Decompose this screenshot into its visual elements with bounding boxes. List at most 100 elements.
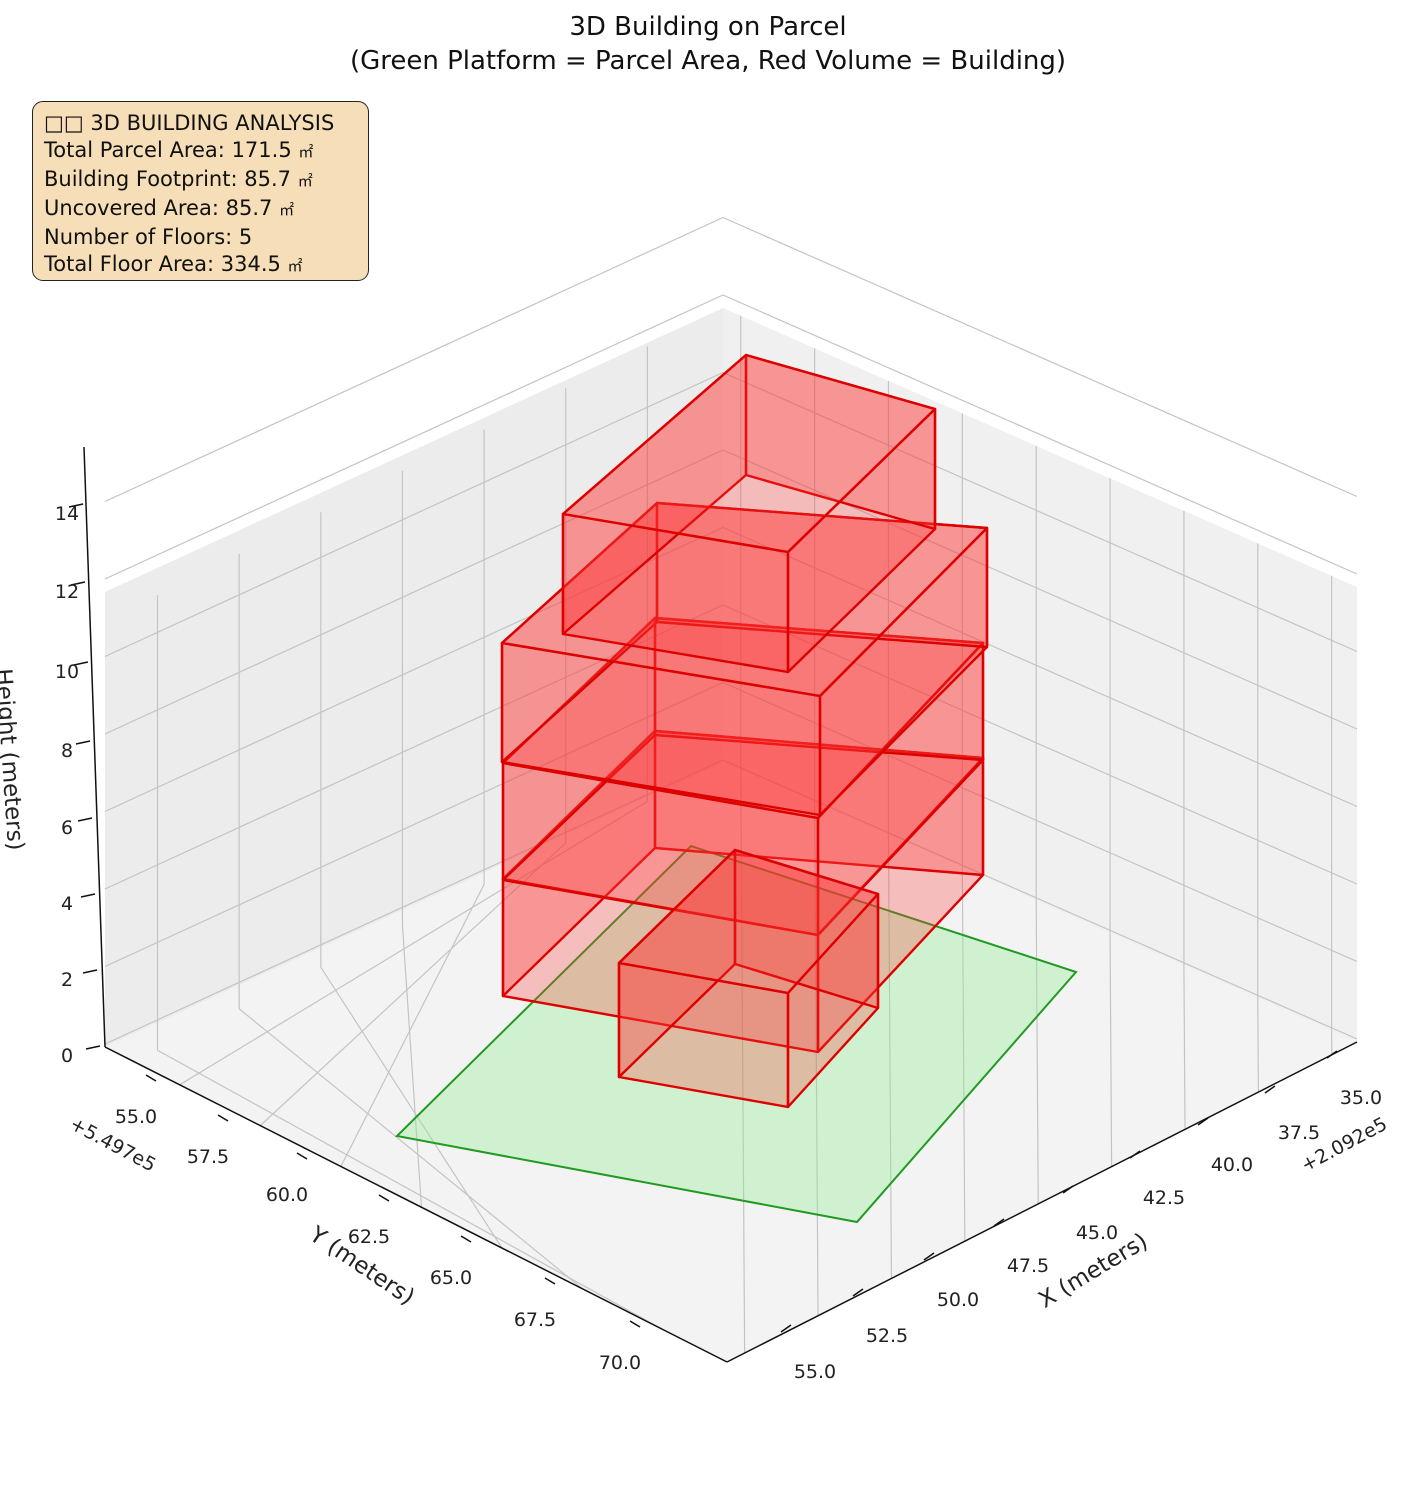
info-label: Total Floor Area <box>44 252 207 276</box>
tick-mark <box>217 1114 229 1122</box>
y-tick-label: 60.0 <box>266 1184 308 1206</box>
tick-mark <box>68 503 84 508</box>
x-grid-line-floor <box>1183 965 1186 1130</box>
z-grid-line <box>104 681 1358 968</box>
info-value: 334.5 <box>220 252 281 276</box>
tick-mark <box>378 1194 390 1202</box>
info-unit: ㎡ <box>279 201 295 219</box>
tick-mark <box>993 1218 1005 1227</box>
x-grid-line-floor <box>887 835 893 1279</box>
x-grid-line-floor <box>1035 900 1039 1204</box>
tick-mark <box>1264 1085 1276 1094</box>
floor-pane <box>105 763 1357 1362</box>
y-tick-label: 57.5 <box>187 1146 229 1168</box>
y-grid-line-floor <box>238 1008 584 1290</box>
info-value: 85.7 <box>244 167 291 191</box>
y-grid-line-floor <box>157 1049 664 1331</box>
x-grid-line-floor <box>961 868 966 1242</box>
z-grid-line <box>104 604 1358 890</box>
x-grid-line-floor <box>1109 933 1113 1167</box>
tick-mark <box>1062 1185 1074 1194</box>
chart-title: 3D Building on Parcel <box>569 12 847 42</box>
y-tick-label: 62.5 <box>348 1226 390 1248</box>
building-volume <box>500 353 989 1109</box>
y-grid-line-floor <box>340 884 485 1167</box>
tick-mark <box>544 1277 556 1285</box>
x-tick-label: 47.5 <box>1007 1255 1049 1277</box>
tick-mark <box>80 893 96 898</box>
x-tick-label: 35.0 <box>1340 1087 1382 1109</box>
tick-mark <box>77 817 93 822</box>
info-heading: □□ 3D BUILDING ANALYSIS <box>44 111 335 135</box>
z-grid-line <box>104 449 1358 735</box>
tick-mark <box>70 581 86 586</box>
x-grid-line-floor <box>740 770 746 1354</box>
tick-mark <box>460 1235 472 1243</box>
z-tick-label: 10 <box>55 661 79 683</box>
building-top-block <box>561 353 937 554</box>
info-line-uncovered-area: Uncovered Area: 85.7 ㎡ <box>44 196 295 220</box>
z-grid-line <box>104 216 1358 503</box>
chart-subtitle: (Green Platform = Parcel Area, Red Volum… <box>349 46 1067 76</box>
x-tick-label: 37.5 <box>1278 1122 1320 1144</box>
tick-mark <box>1326 1050 1338 1059</box>
info-value: 85.7 <box>225 196 273 220</box>
tick-mark <box>73 661 89 666</box>
tick-mark <box>780 1324 792 1333</box>
axis-panes <box>105 308 1357 1362</box>
tick-mark <box>1129 1150 1141 1159</box>
tick-mark <box>923 1252 935 1261</box>
z-tick-label: 4 <box>61 893 73 915</box>
x-tick-label: 45.0 <box>1076 1222 1118 1244</box>
z-tick-label: 2 <box>61 969 73 991</box>
tick-mark <box>75 740 91 745</box>
info-line-number-of-floors: Number of Floors: 5 <box>44 225 253 249</box>
tick-labels: 0 2 4 6 8 10 12 14 55.0 57.5 60.0 62.5 65.0 67.5 70.0 3… <box>55 503 1382 1383</box>
z-tick-label: 8 <box>61 740 73 762</box>
x-grid-line-floor <box>1257 998 1260 1093</box>
building-annex-block <box>617 848 880 995</box>
z-tick-label: 6 <box>61 817 73 839</box>
z-axis-line <box>83 446 106 1048</box>
z-tick-label: 0 <box>61 1045 73 1067</box>
info-label: Total Parcel Area <box>44 138 218 162</box>
y-grid-line-floor <box>179 800 648 1086</box>
parcel-surface <box>394 844 1078 1224</box>
tick-mark <box>85 1045 101 1050</box>
tick-mark <box>852 1288 864 1297</box>
tick-mark <box>1197 1117 1209 1126</box>
info-value: 171.5 <box>231 138 292 162</box>
y-grid-line-floor <box>401 925 423 1208</box>
building-middle-block <box>501 616 985 820</box>
info-line-total-floor-area: Total Floor Area: 334.5 ㎡ <box>44 252 303 276</box>
x-tick-label: 55.0 <box>794 1361 836 1383</box>
z-grid-line <box>104 526 1358 813</box>
info-unit: ㎡ <box>297 172 313 190</box>
y-tick-label: 55.0 <box>115 1106 157 1128</box>
x-axis-line <box>726 1041 1358 1363</box>
info-line-total-parcel-area: Total Parcel Area: 171.5 ㎡ <box>44 138 314 162</box>
tick-mark <box>296 1152 308 1160</box>
y-tick-label: 67.5 <box>514 1309 556 1331</box>
right-back-pane <box>723 308 1357 1042</box>
info-value: 5 <box>238 225 253 249</box>
x-tick-label: 42.5 <box>1143 1187 1185 1209</box>
tick-mark <box>145 1074 157 1082</box>
x-tick-label: 52.5 <box>866 1325 908 1347</box>
z-grid-line <box>104 294 1358 580</box>
axis-lines <box>83 446 1358 1363</box>
info-label: Building Footprint <box>44 167 231 191</box>
z-grid-line <box>104 759 1358 1045</box>
z-grid-line <box>104 371 1358 658</box>
analysis-info-box: □□ 3D BUILDING ANALYSIS Total Parcel Are… <box>32 101 369 281</box>
tick-mark <box>82 969 98 974</box>
z-tick-label: 14 <box>55 503 79 525</box>
building-upper-block <box>500 501 989 698</box>
y-axis-line <box>104 1046 728 1363</box>
left-back-pane <box>105 308 723 1047</box>
z-tick-label: 12 <box>55 581 79 603</box>
x-tick-label: 50.0 <box>937 1289 979 1311</box>
info-label: Number of Floors <box>44 225 226 249</box>
y-grid-line-floor <box>259 842 567 1127</box>
